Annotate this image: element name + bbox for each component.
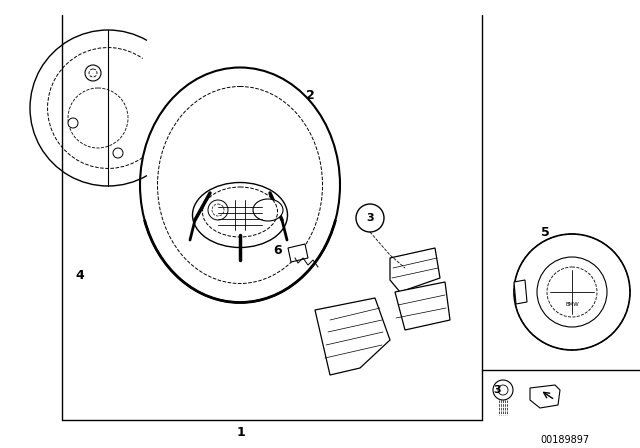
Ellipse shape — [253, 199, 283, 221]
Polygon shape — [395, 282, 450, 330]
Text: 4: 4 — [76, 268, 84, 281]
Circle shape — [537, 257, 607, 327]
Polygon shape — [530, 385, 560, 408]
Text: 1: 1 — [237, 426, 245, 439]
Ellipse shape — [140, 68, 340, 302]
Polygon shape — [288, 244, 308, 262]
Circle shape — [113, 148, 123, 158]
Text: 3: 3 — [366, 213, 374, 223]
Ellipse shape — [193, 182, 287, 247]
Circle shape — [493, 380, 513, 400]
Polygon shape — [390, 248, 440, 292]
Circle shape — [85, 65, 101, 81]
Text: 00189897: 00189897 — [540, 435, 589, 445]
Polygon shape — [315, 298, 390, 375]
Text: 5: 5 — [541, 225, 549, 238]
Polygon shape — [514, 280, 527, 304]
Text: 2: 2 — [306, 89, 314, 102]
Circle shape — [208, 200, 228, 220]
Circle shape — [356, 204, 384, 232]
Circle shape — [514, 234, 630, 350]
Circle shape — [68, 118, 78, 128]
Text: BMW: BMW — [565, 302, 579, 306]
Text: 3: 3 — [493, 385, 501, 395]
Text: 6: 6 — [274, 244, 282, 257]
Circle shape — [498, 385, 508, 395]
